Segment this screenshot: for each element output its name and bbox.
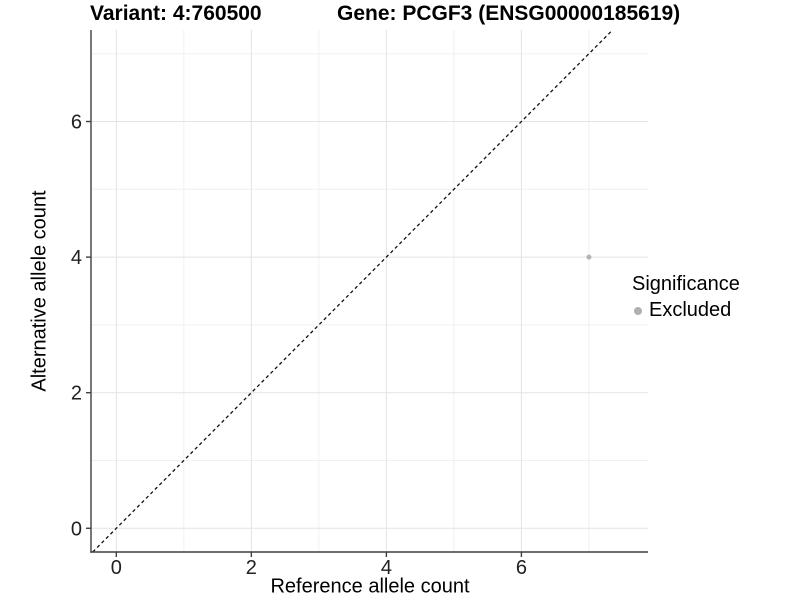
x-tick-label: 2 — [246, 557, 257, 579]
legend: Significance Excluded — [632, 272, 740, 322]
x-tick-label: 4 — [381, 557, 392, 579]
y-tick-label: 0 — [71, 518, 82, 540]
plot-title-variant: Variant: 4:760500 — [90, 2, 262, 25]
legend-entry-excluded: Excluded — [632, 299, 740, 322]
y-tick-label: 2 — [71, 383, 82, 405]
y-axis-title: Alternative allele count — [28, 190, 51, 392]
x-tick-label: 6 — [516, 557, 527, 579]
x-tick-label: 0 — [111, 557, 122, 579]
identity-reference-line — [92, 29, 614, 553]
legend-title: Significance — [632, 273, 740, 295]
plot-title-gene: Gene: PCGF3 (ENSG00000185619) — [337, 2, 681, 25]
y-tick-label: 6 — [71, 112, 82, 134]
legend-entry-label: Excluded — [649, 299, 732, 321]
x-axis-title: Reference allele count — [270, 575, 470, 598]
excluded-point-icon — [634, 306, 642, 315]
data-point-excluded — [586, 254, 592, 260]
y-tick-label: 4 — [71, 247, 82, 269]
